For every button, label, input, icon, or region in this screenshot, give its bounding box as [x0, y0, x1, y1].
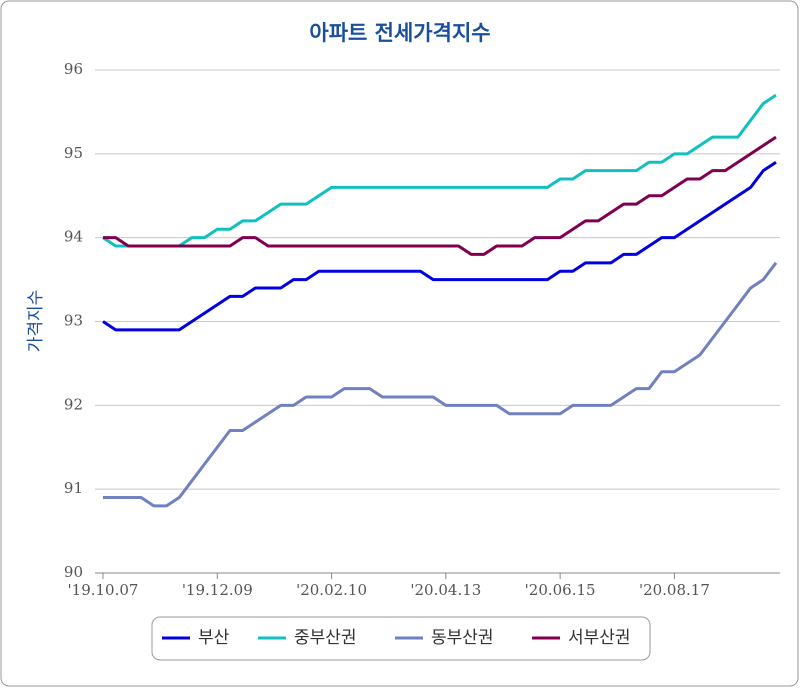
series-line	[103, 261, 778, 508]
y-tick-label: 92	[64, 395, 83, 413]
y-tick-label: 96	[64, 60, 83, 78]
x-tick-label: '20.04.13	[410, 581, 481, 599]
x-tick-label: '19.12.09	[182, 581, 253, 599]
chart-title: 아파트 전세가격지수	[309, 21, 490, 45]
x-tick-label: '20.08.17	[639, 581, 710, 599]
y-tick-label: 91	[64, 479, 83, 497]
x-tick-label: '20.06.15	[525, 581, 596, 599]
y-tick-label: 94	[64, 228, 83, 246]
series-line	[103, 135, 777, 256]
legend-label: 부산	[198, 628, 230, 648]
series-line	[102, 93, 777, 248]
x-tick-label: '20.02.10	[296, 581, 367, 599]
legend-label: 중부산권	[294, 628, 357, 648]
legend-label: 동부산권	[431, 628, 494, 648]
y-axis-label: 가격지수	[26, 290, 46, 353]
y-tick-label: 90	[64, 563, 83, 581]
y-tick-label: 93	[64, 312, 83, 330]
x-tick-label: '19.10.07	[68, 581, 139, 599]
legend-label: 서부산권	[568, 628, 631, 648]
series-line	[102, 160, 777, 332]
y-tick-label: 95	[64, 144, 83, 162]
